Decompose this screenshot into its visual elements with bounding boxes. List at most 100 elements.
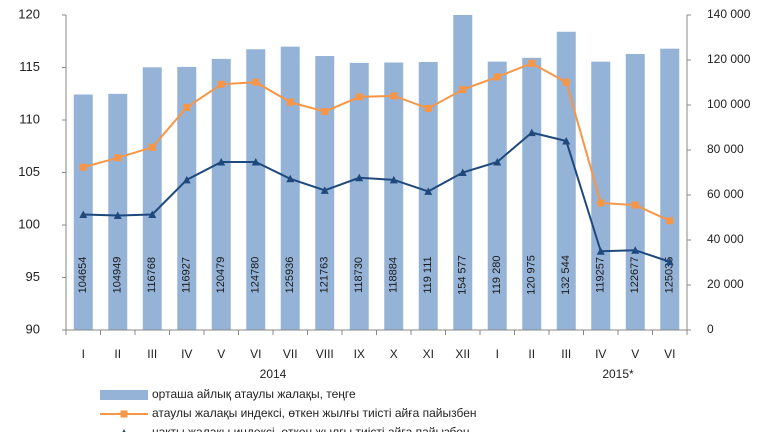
legend-marker [122,429,126,432]
data-label: 118884 [388,257,400,293]
x-tick-label: XII [455,347,470,361]
y2-tick-label: 120 000 [707,52,751,66]
point [562,137,571,145]
point [424,187,433,195]
data-label: 122677 [629,257,641,294]
x-tick-label: III [147,347,157,361]
point [596,247,605,255]
data-label: 104654 [77,257,89,294]
data-label: 154 577 [457,255,469,295]
data-label: 118730 [353,257,365,293]
point [321,108,329,116]
x-tick-label: IX [354,347,365,361]
group-label: 2015* [602,367,634,381]
y-tick-label: 110 [19,111,40,126]
y2-tick-label: 40 000 [707,232,744,246]
point [424,104,432,112]
point [114,154,122,162]
point [355,173,364,182]
point [493,73,501,81]
point [79,210,88,218]
line [83,131,671,263]
data-label: 119257 [595,257,607,293]
point [389,175,398,184]
bar [349,62,369,330]
y-tick-label: 100 [18,216,40,231]
point [631,201,639,209]
x-tick-label: XI [423,347,434,361]
bar [522,57,542,330]
y2-tick-label: 60 000 [707,187,744,201]
point [493,158,502,166]
legend-label: атаулы жалақы индексі, өткен жылғы тиіст… [152,406,477,420]
point [666,217,674,225]
x-tick-label: V [631,347,639,361]
data-label: 125936 [284,257,296,294]
point [217,80,225,88]
point [183,103,191,111]
x-tick-label: VI [664,347,675,361]
x-tick-label: IV [595,347,606,361]
y-tick-label: 105 [18,164,40,179]
legend-label: орташа айлық атаулы жалақы, теңге [152,387,356,401]
point [631,246,640,254]
data-label: 120 975 [526,255,538,295]
x-tick-label: VII [283,347,298,361]
point [286,174,295,183]
bar [211,58,231,330]
data-label: 121763 [319,257,331,294]
bar [246,49,266,330]
point [458,168,467,176]
point [252,78,260,86]
line [82,62,671,222]
data-label: 132 544 [560,255,572,295]
bar [591,61,611,330]
bar [280,46,300,330]
point [527,128,536,137]
y2-tick-label: 80 000 [707,142,744,156]
x-tick-label: II [528,347,535,361]
data-label: 119 111 [422,256,434,293]
x-tick-label: I [82,347,85,361]
bar [384,62,404,330]
y-tick-label: 90 [26,321,40,336]
data-label: 120479 [215,257,227,294]
data-label: 119 280 [491,256,503,295]
y2-tick-label: 140 000 [707,7,751,21]
point [320,186,329,194]
point [562,78,570,86]
x-tick-label: VIII [316,347,334,361]
legend-marker [120,410,128,418]
y2-tick-label: 20 000 [707,277,744,291]
point [217,158,226,166]
point [251,158,260,166]
point [79,163,87,171]
bar [556,31,576,330]
point [665,257,674,266]
data-label: 125035 [664,257,676,294]
point [148,143,156,151]
point [286,98,294,106]
y2-tick-label: 0 [707,322,714,336]
x-tick-label: I [496,347,499,361]
x-tick-label: II [114,347,121,361]
data-label: 116927 [181,257,193,293]
bar [142,67,162,330]
legend-swatch [100,390,148,400]
bar [177,66,197,330]
group-label: 2014 [260,367,287,381]
point [182,175,191,184]
data-label: 104949 [112,257,124,294]
y2-tick-label: 100 000 [707,97,751,111]
y-tick-label: 115 [19,59,40,74]
point [390,92,398,100]
plot-area [73,15,680,330]
data-label: 124780 [250,257,262,294]
point [597,199,605,207]
bar [487,61,507,330]
point [113,211,122,220]
x-tick-label: V [217,347,225,361]
bar [625,53,645,330]
x-tick-label: VI [250,347,261,361]
